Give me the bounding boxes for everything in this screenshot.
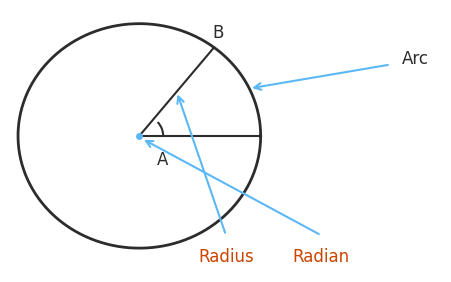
Text: A: A — [156, 151, 168, 169]
Text: Arc: Arc — [400, 50, 428, 68]
Text: Radian: Radian — [292, 248, 349, 266]
Text: B: B — [212, 24, 224, 42]
Text: Radius: Radius — [198, 248, 253, 266]
